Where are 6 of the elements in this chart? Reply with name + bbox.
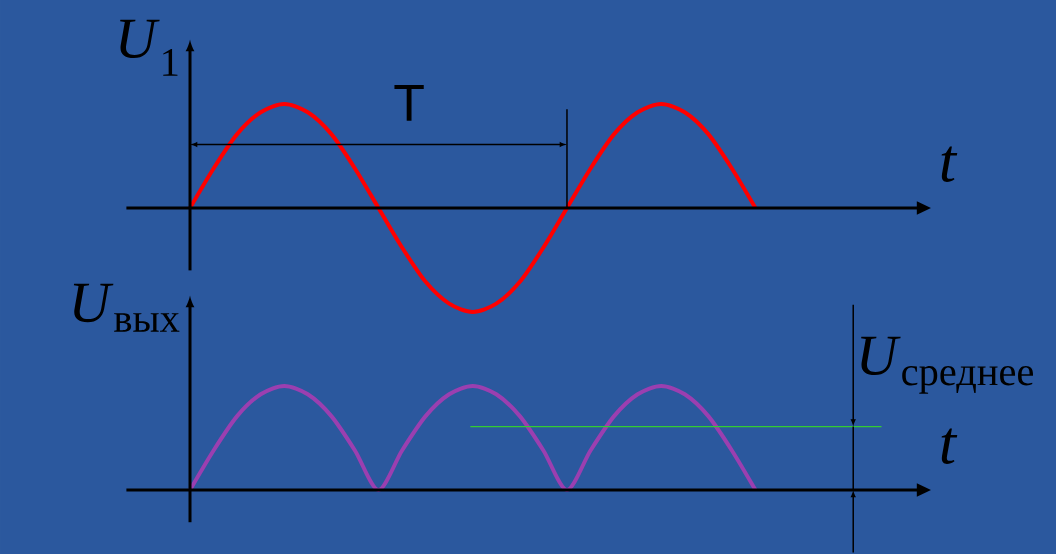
annotation: T	[394, 85, 424, 121]
y-axis-title: U$_{вых}$	[73, 283, 180, 332]
x-axis-title: t	[941, 146, 958, 182]
ref-line-label: U$_{среднее}$	[861, 336, 1033, 394]
x-axis-title: t	[941, 428, 958, 464]
y-axis-title: U$_{1}$	[120, 19, 178, 76]
